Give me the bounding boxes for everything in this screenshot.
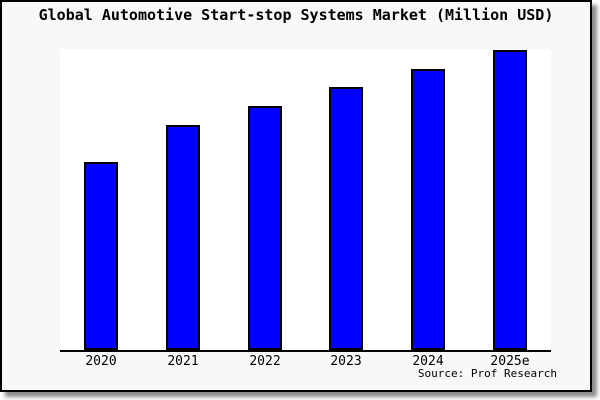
bar-2024	[411, 69, 445, 350]
x-axis-labels: 2020 2021 2022 2023 2024 2025e	[60, 355, 551, 371]
bar-2022	[248, 106, 282, 350]
x-tick-label-2025e: 2025e	[490, 354, 530, 369]
x-tick-label-2023: 2023	[330, 354, 362, 369]
chart-title: Global Automotive Start-stop Systems Mar…	[38, 6, 554, 24]
x-tick-label-2020: 2020	[85, 354, 117, 369]
x-tick-label-2024: 2024	[412, 354, 444, 369]
x-tick-label-2021: 2021	[167, 354, 199, 369]
bar-2023	[329, 87, 363, 350]
source-credit: Source: Prof Research	[417, 367, 557, 380]
chart-figure: Global Automotive Start-stop Systems Mar…	[0, 0, 592, 392]
bar-2021	[166, 125, 200, 350]
bar-2025e	[493, 50, 527, 350]
bar-2020	[84, 162, 118, 350]
x-tick-label-2022: 2022	[249, 354, 281, 369]
plot-area	[60, 49, 551, 352]
